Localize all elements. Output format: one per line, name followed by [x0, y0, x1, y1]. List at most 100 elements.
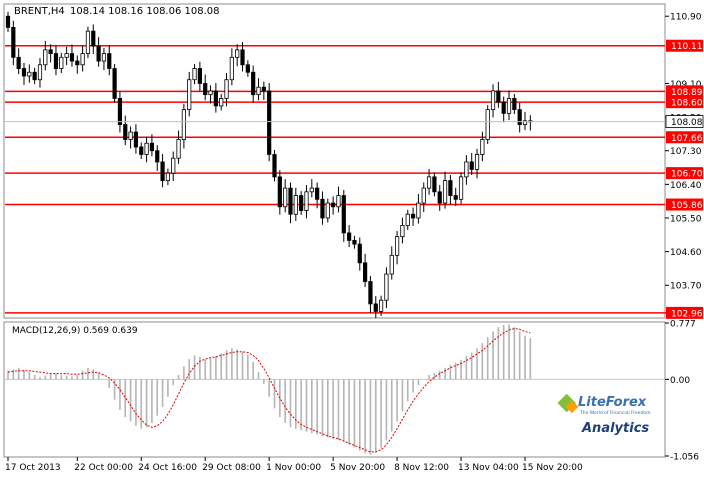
candle-body	[288, 187, 293, 215]
candle-body	[517, 109, 522, 125]
candle-body	[197, 68, 202, 84]
level-tag-3	[666, 131, 703, 144]
liteforex-logo-graphic: LiteForex The World of Financial Freedom…	[557, 393, 651, 436]
candle-body	[293, 195, 298, 215]
level-tag-label: 102.96	[671, 309, 703, 319]
candle-body	[267, 90, 272, 155]
candle-body	[16, 56, 21, 69]
candle-body	[69, 53, 75, 62]
candle-body	[405, 213, 410, 226]
last-price-tag	[665, 115, 704, 128]
candle-body	[426, 176, 432, 189]
candle-body	[469, 161, 474, 170]
level-tag-label: 107.66	[671, 134, 703, 144]
candle-body	[128, 131, 133, 140]
candle-body	[277, 176, 282, 208]
candle-body	[139, 146, 144, 155]
candle-body	[309, 187, 314, 193]
candle-body	[155, 150, 160, 163]
candle-body	[522, 120, 528, 125]
candle-body	[64, 53, 69, 58]
candle-body	[400, 225, 405, 238]
candle-body	[235, 49, 240, 58]
time-tick-label: 13 Nov 04:00	[458, 463, 519, 473]
candle-body	[389, 254, 394, 275]
candle-body	[224, 79, 229, 99]
support-resistance-levels	[5, 44, 665, 314]
candle-body	[410, 213, 416, 219]
candle-body	[187, 79, 192, 111]
candle-body	[464, 161, 469, 178]
candle-body	[496, 90, 501, 103]
level-tag-6	[666, 306, 703, 319]
macd-tick-label: 0.777	[670, 320, 696, 330]
candle-body	[357, 243, 362, 264]
macd-tick-label: 0.00	[670, 376, 690, 386]
candle-body	[181, 109, 186, 140]
candle-body	[448, 180, 453, 196]
price-panel-frame	[3, 3, 666, 319]
level-tag-5	[666, 198, 703, 211]
candle-body	[347, 232, 352, 241]
candle-body	[442, 180, 448, 204]
level-tag-4	[666, 167, 703, 180]
candle-body	[32, 71, 37, 81]
candle-body	[11, 27, 16, 58]
candle-body	[240, 49, 245, 66]
candle-body	[485, 109, 490, 140]
macd-axis: 0.777 0.00 -1.056	[665, 320, 699, 463]
candle-body	[432, 176, 437, 193]
time-tick-label: 22 Oct 00:00	[74, 463, 133, 473]
candle-body	[304, 191, 309, 211]
logo-name: LiteForex	[578, 395, 647, 410]
candle-body	[37, 64, 43, 81]
candle-body	[315, 187, 320, 200]
time-axis: 17 Oct 2013 22 Oct 00:00 24 Oct 16:00 29 Oc…	[5, 457, 583, 473]
level-tag-label: 106.70	[671, 170, 703, 180]
candle-body	[272, 154, 277, 178]
candle-body	[378, 299, 384, 312]
candle-body	[160, 161, 165, 182]
macd-label: MACD(12,26,9) 0.569 0.639	[12, 326, 138, 336]
level-tag-label: 110.11	[671, 42, 703, 52]
level-tag-1	[666, 85, 703, 98]
candle-body	[474, 154, 480, 170]
candle-body	[144, 142, 149, 155]
candle-body	[394, 236, 400, 256]
candle-body	[363, 262, 368, 282]
chart-title: BRENT,H4	[14, 6, 65, 17]
candle-body	[43, 49, 48, 66]
time-tick-label: 15 Nov 20:00	[522, 463, 583, 473]
price-tick-label: 103.70	[670, 282, 702, 292]
candle-body	[85, 30, 91, 54]
candle-body	[421, 187, 426, 204]
price-tick-label: 109.10	[670, 80, 702, 90]
candle-body	[80, 53, 85, 66]
time-tick-label: 24 Oct 16:00	[138, 463, 197, 473]
price-tick-label: 105.50	[670, 214, 702, 224]
macd-tick-label: -1.056	[670, 453, 699, 463]
candle-body	[453, 195, 458, 200]
candle-body	[171, 157, 176, 174]
candle-body	[480, 139, 485, 155]
level-tag-label: 105.86	[671, 201, 703, 211]
time-tick-label: 29 Oct 08:00	[202, 463, 261, 473]
candle-body	[506, 98, 512, 114]
price-axis: 110.90109.10108.20107.30106.40105.50104.…	[5, 13, 704, 319]
price-tick-label: 110.90	[670, 13, 702, 23]
candle-body	[59, 56, 64, 69]
candle-body	[192, 68, 197, 81]
candle-body	[512, 98, 517, 111]
candle-body	[21, 68, 27, 77]
logo-sub: Analytics	[581, 421, 649, 436]
price-tick-label: 107.30	[670, 147, 702, 157]
candle-body	[458, 176, 464, 200]
candle-body	[283, 187, 288, 208]
level-tag-2	[666, 96, 703, 109]
candle-body	[261, 86, 266, 92]
candle-body	[416, 202, 421, 219]
time-tick-label: 8 Nov 12:00	[394, 463, 449, 473]
logo-tagline: The World of Financial Freedom	[579, 410, 651, 416]
candle-body	[176, 139, 181, 159]
